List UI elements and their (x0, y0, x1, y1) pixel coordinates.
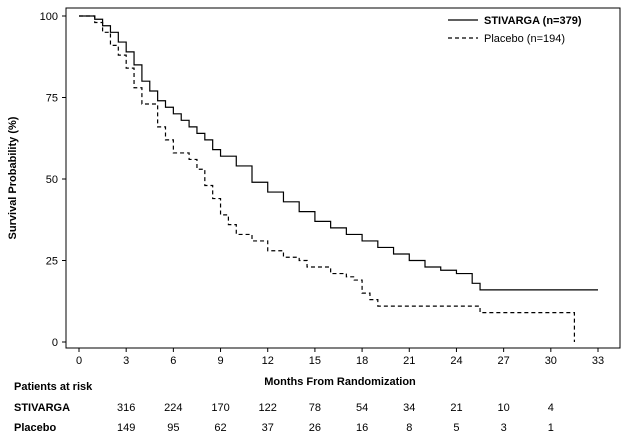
y-tick-label: 0 (52, 337, 58, 349)
risk-cell: 78 (309, 402, 321, 414)
x-tick-label: 3 (123, 355, 129, 367)
risk-cell: 122 (259, 402, 277, 414)
plot-area (65, 7, 621, 349)
series-line-placebo (79, 15, 576, 342)
series-layer (79, 15, 598, 342)
x-tick-label: 27 (498, 355, 510, 367)
risk-cell: 149 (117, 422, 135, 434)
x-tick-label: 0 (76, 355, 82, 367)
risk-cell: 1 (548, 422, 554, 434)
risk-row-label: Placebo (14, 422, 56, 434)
risk-cell: 224 (164, 402, 182, 414)
legend-label-placebo: Placebo (n=194) (484, 33, 565, 45)
x-tick-label: 33 (592, 355, 604, 367)
y-tick-label: 50 (46, 174, 58, 186)
x-tick-label: 21 (403, 355, 415, 367)
x-tick-label: 24 (450, 355, 462, 367)
y-axis-ticks: 0 25 50 75 100 (40, 11, 66, 349)
x-tick-label: 15 (309, 355, 321, 367)
y-tick-label: 100 (40, 11, 58, 23)
x-axis-title: Months From Randomization (264, 376, 416, 388)
risk-cell: 95 (167, 422, 179, 434)
risk-cell: 170 (211, 402, 229, 414)
y-tick-label: 25 (46, 256, 58, 268)
legend: STIVARGA (n=379) Placebo (n=194) (448, 15, 582, 45)
y-axis-title: Survival Probability (%) (7, 116, 19, 239)
risk-cell: 316 (117, 402, 135, 414)
risk-cell: 37 (262, 422, 274, 434)
x-tick-label: 30 (545, 355, 557, 367)
risk-cell: 8 (406, 422, 412, 434)
risk-cell: 5 (453, 422, 459, 434)
y-tick-label: 75 (46, 93, 58, 105)
x-tick-label: 18 (356, 355, 368, 367)
risk-cell: 62 (214, 422, 226, 434)
legend-label-stivarga: STIVARGA (n=379) (484, 15, 582, 27)
x-tick-label: 6 (170, 355, 176, 367)
risk-cell: 21 (450, 402, 462, 414)
risk-row-label: STIVARGA (14, 402, 70, 414)
x-axis-ticks: 0 3 6 9 12 15 18 21 24 27 30 33 (76, 348, 604, 367)
risk-cell: 34 (403, 402, 415, 414)
risk-cell: 10 (498, 402, 510, 414)
risk-cell: 26 (309, 422, 321, 434)
x-tick-label: 9 (217, 355, 223, 367)
risk-cell: 16 (356, 422, 368, 434)
risk-table-header: Patients at risk (14, 381, 93, 393)
x-tick-label: 12 (262, 355, 274, 367)
plot-frame (65, 7, 621, 349)
risk-cell: 54 (356, 402, 368, 414)
series-line-stivarga (79, 15, 598, 291)
risk-cell: 3 (501, 422, 507, 434)
risk-cell: 4 (548, 402, 554, 414)
